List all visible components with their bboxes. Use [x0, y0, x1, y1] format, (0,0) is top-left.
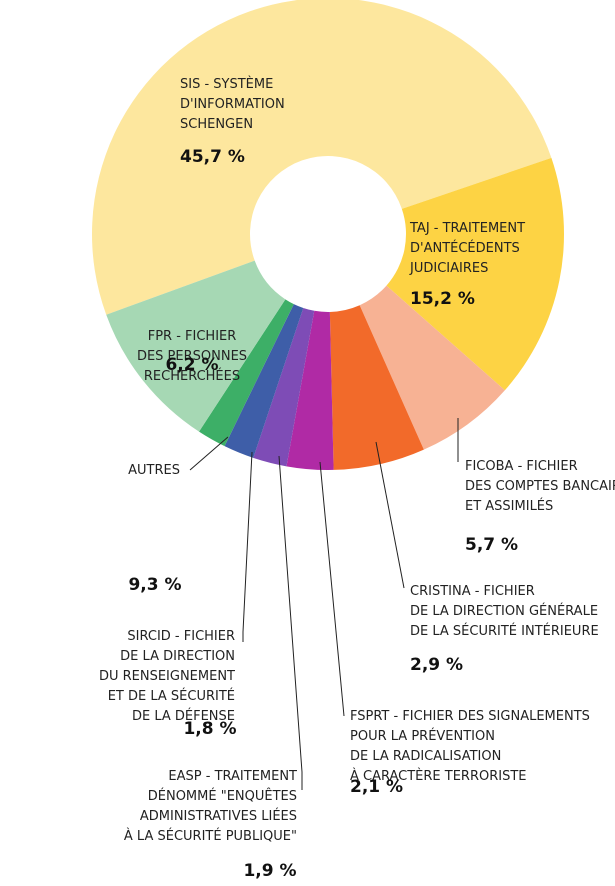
- label-line: JUDICIAIRES: [409, 261, 488, 276]
- donut-slice: [106, 260, 286, 432]
- leader-line: [278, 455, 303, 790]
- label-line: POUR LA PRÉVENTION: [350, 728, 495, 744]
- value-label: 5,7 %: [465, 535, 518, 555]
- value-label: 6,2 %: [165, 355, 218, 375]
- label-line: CRISTINA - FICHIER: [410, 584, 535, 599]
- label-line: DE LA SÉCURITÉ INTÉRIEURE: [410, 623, 599, 639]
- value-label: 1,8 %: [183, 719, 236, 739]
- slice-label: TAJ - TRAITEMENT D'ANTÉCÉDENTS JUDICIAIRES: [409, 221, 525, 276]
- leader-line: [189, 436, 229, 471]
- label-line: ADMINISTRATIVES LIÉES: [140, 808, 297, 824]
- label-line: DES COMPTES BANCAIRES: [465, 479, 615, 494]
- label-line: À LA SÉCURITÉ PUBLIQUE": [124, 828, 297, 844]
- label-line: AUTRES: [128, 463, 180, 478]
- label-line: DE LA DÉFENSE: [132, 708, 235, 724]
- donut-slice: [286, 310, 334, 470]
- donut-slice: [386, 157, 564, 391]
- label-line: DE LA RADICALISATION: [350, 749, 501, 764]
- slice-label: CRISTINA - FICHIER DE LA DIRECTION GÉNÉRA…: [410, 584, 599, 639]
- donut-slice: [92, 0, 552, 315]
- label-line: À CARACTÈRE TERRORISTE: [350, 768, 527, 784]
- leader-line: [242, 451, 253, 642]
- donut-slice: [199, 299, 294, 447]
- leader-line: [375, 441, 405, 589]
- donut-slice: [253, 307, 315, 467]
- donut-slice: [329, 305, 424, 470]
- value-label: 1,9 %: [243, 861, 296, 881]
- donut-slice: [359, 285, 505, 450]
- label-line: FSPRT - FICHIER DES SIGNALEMENTS: [350, 709, 590, 724]
- label-line: ET ASSIMILÉS: [465, 498, 553, 514]
- label-line: DU RENSEIGNEMENT: [99, 669, 235, 684]
- slice-label: SIRCID - FICHIER DE LA DIRECTION DU RENSEI…: [99, 629, 235, 724]
- label-line: ET DE LA SÉCURITÉ: [108, 688, 235, 704]
- label-line: SIRCID - FICHIER: [127, 629, 235, 644]
- label-line: DE LA DIRECTION GÉNÉRALE: [410, 603, 598, 619]
- label-line: RECHERCHÉES: [144, 368, 240, 384]
- slice-label: SIS - SYSTÈME D'INFORMATION SCHENGEN: [180, 76, 285, 132]
- label-line: DÉNOMMÉ "ENQUÊTES: [148, 788, 297, 804]
- label-line: D'INFORMATION: [180, 97, 285, 112]
- slice-label: EASP - TRAITEMENT DÉNOMMÉ "ENQUÊTES ADMINI…: [124, 769, 297, 844]
- value-label: 15,2 %: [410, 289, 475, 309]
- value-label: 45,7 %: [180, 147, 245, 167]
- slice-label: FPR - FICHIER DES PERSONNES RECHERCHÉES: [137, 329, 247, 384]
- label-line: EASP - TRAITEMENT: [168, 769, 297, 784]
- label-line: DE LA DIRECTION: [120, 649, 235, 664]
- donut-slice: [224, 304, 304, 458]
- slice-label: AUTRES: [128, 463, 180, 478]
- label-line: DES PERSONNES: [137, 349, 247, 364]
- value-label: 9,3 %: [128, 575, 181, 595]
- value-label: 2,9 %: [410, 655, 463, 675]
- label-line: SCHENGEN: [180, 117, 253, 132]
- label-line: D'ANTÉCÉDENTS: [410, 240, 520, 256]
- label-line: FPR - FICHIER: [148, 329, 237, 344]
- slice-label: FICOBA - FICHIER DES COMPTES BANCAIRES ET …: [465, 459, 615, 514]
- label-line: TAJ - TRAITEMENT: [409, 221, 525, 236]
- label-line: SIS - SYSTÈME: [180, 76, 273, 92]
- slice-label: FSPRT - FICHIER DES SIGNALEMENTS POUR LA …: [350, 709, 590, 784]
- leader-line: [319, 461, 345, 717]
- label-line: FICOBA - FICHIER: [465, 459, 578, 474]
- value-label: 2,1 %: [350, 777, 403, 797]
